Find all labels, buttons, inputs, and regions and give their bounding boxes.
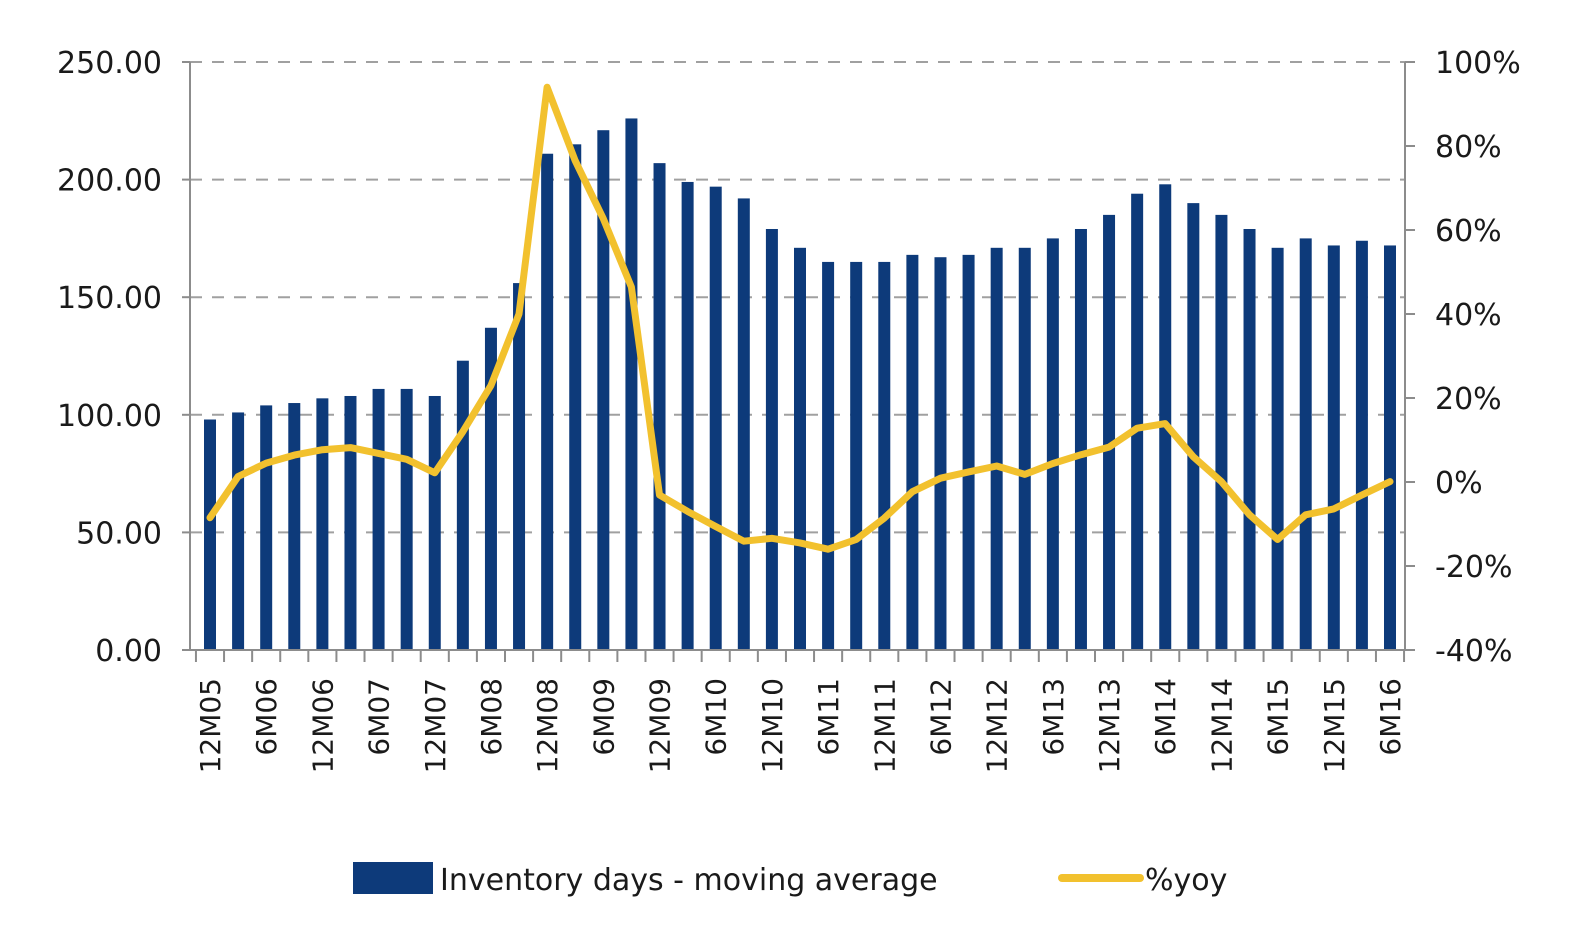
bar — [400, 388, 413, 650]
right-axis-label: 20% — [1435, 382, 1502, 417]
bar — [1018, 247, 1031, 651]
bar — [1159, 184, 1172, 650]
gridlines — [190, 61, 1405, 534]
bar — [1355, 240, 1368, 650]
x-axis-label: 12M08 — [531, 678, 564, 773]
right-axis-label: 40% — [1435, 298, 1502, 333]
right-axis-label: 0% — [1435, 466, 1483, 501]
bar — [1215, 214, 1228, 650]
x-axis-label: 6M16 — [1374, 678, 1407, 756]
bar — [625, 118, 638, 650]
bar — [1384, 245, 1396, 650]
bar — [541, 153, 554, 650]
bar — [765, 228, 778, 650]
right-axis-label: -20% — [1435, 550, 1513, 585]
bar — [456, 360, 469, 650]
right-axis-label: -40% — [1435, 634, 1513, 669]
left-axis-label: 0.00 — [95, 634, 162, 669]
x-axis-label: 6M07 — [363, 678, 396, 756]
bar — [1187, 203, 1200, 650]
line-series — [206, 83, 1394, 553]
bar-series — [204, 118, 1396, 651]
bar — [204, 419, 216, 650]
bar — [1327, 245, 1340, 650]
bar — [232, 412, 245, 650]
bar — [344, 395, 357, 650]
left-axis-label: 50.00 — [76, 516, 162, 551]
left-axis-label: 200.00 — [57, 164, 162, 199]
x-axis-label: 12M06 — [306, 678, 339, 773]
x-axis-label: 12M13 — [1093, 678, 1126, 773]
bar — [850, 261, 863, 650]
x-axis-label: 12M10 — [756, 678, 789, 773]
x-axis-label: 12M11 — [868, 678, 901, 773]
bar — [934, 257, 947, 650]
bar — [316, 398, 329, 650]
x-axis-label: 6M06 — [250, 678, 283, 756]
bar — [569, 144, 582, 650]
x-axis-label: 6M15 — [1262, 678, 1295, 756]
bar — [878, 261, 891, 650]
x-axis-label: 6M10 — [700, 678, 733, 756]
x-axis-label: 6M11 — [812, 678, 845, 756]
bar — [597, 130, 610, 650]
legend-swatch-bar — [353, 862, 433, 894]
x-axis-label: 12M09 — [644, 678, 677, 773]
x-axis-label: 12M12 — [981, 678, 1014, 773]
x-axis-label: 6M12 — [924, 678, 957, 756]
bar — [653, 163, 666, 651]
bar — [428, 395, 441, 650]
bar — [737, 198, 750, 650]
right-axis-label: 80% — [1435, 130, 1502, 165]
x-axis-label: 12M07 — [419, 678, 452, 773]
x-axis-label: 6M14 — [1149, 678, 1182, 756]
bar — [709, 186, 722, 650]
bar — [822, 261, 835, 650]
bar — [1046, 238, 1059, 650]
left-axis-label: 250.00 — [57, 46, 162, 81]
bar — [1074, 228, 1087, 650]
bar — [1243, 228, 1256, 650]
bar — [288, 403, 301, 650]
bar — [1299, 238, 1312, 650]
bar — [372, 388, 385, 650]
bar — [794, 247, 806, 651]
legend: Inventory days - moving average %yoy — [353, 862, 1227, 898]
left-axis-label: 100.00 — [57, 399, 162, 434]
x-axis-label: 12M05 — [194, 678, 227, 773]
x-axis-labels: 12M05 6M06 12M06 6M07 12M07 6M08 12M08 6M09 12M0… — [194, 678, 1407, 773]
bar — [484, 327, 497, 650]
bar — [962, 254, 975, 650]
bar — [1131, 193, 1144, 650]
bar — [1103, 214, 1116, 650]
legend-label-line: %yoy — [1145, 863, 1227, 898]
bar — [513, 283, 526, 650]
bar — [1271, 247, 1284, 651]
bar — [990, 247, 1003, 651]
bar — [260, 405, 273, 650]
right-axis-label: 100% — [1435, 46, 1521, 81]
x-axis-label: 6M09 — [587, 678, 620, 756]
right-axis-labels: -40% -20% 0% 20% 40% 60% 80% 100% — [1435, 46, 1521, 669]
x-axis-label: 6M08 — [475, 678, 508, 756]
bar — [906, 254, 919, 650]
bar — [681, 181, 694, 650]
left-axis-label: 150.00 — [57, 281, 162, 316]
right-axis-label: 60% — [1435, 214, 1502, 249]
axes — [182, 61, 1415, 662]
x-axis-label: 12M15 — [1318, 678, 1351, 773]
left-axis-labels: 0.00 50.00 100.00 150.00 200.00 250.00 — [57, 46, 162, 669]
x-axis-label: 12M14 — [1205, 678, 1238, 773]
x-axis-label: 6M13 — [1037, 678, 1070, 756]
legend-label-bar: Inventory days - moving average — [440, 863, 938, 898]
